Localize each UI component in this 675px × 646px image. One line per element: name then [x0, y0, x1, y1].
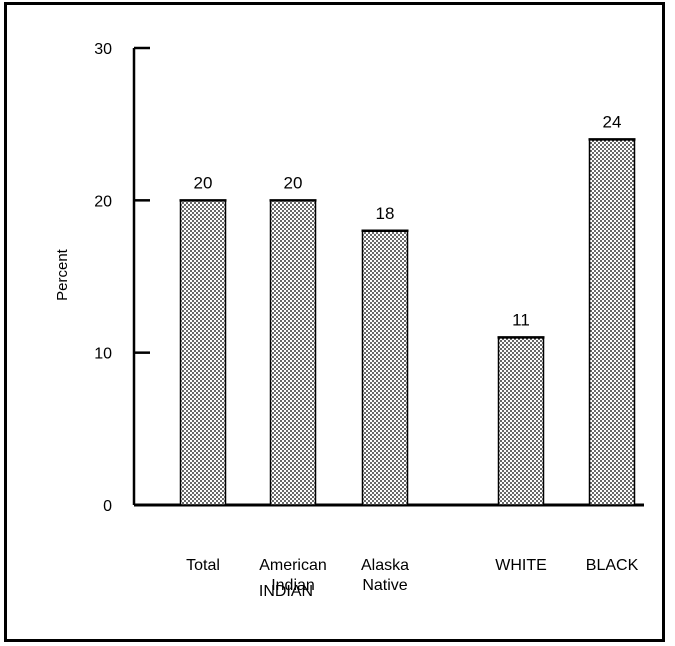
data-label: 24 [603, 112, 622, 131]
group-label-indian: INDIAN [259, 583, 313, 600]
bar [179, 199, 227, 506]
category-label: American [259, 557, 327, 574]
bar [361, 230, 409, 506]
data-label: 20 [284, 173, 303, 192]
y-axis-label: Percent [54, 248, 71, 301]
bar [588, 138, 636, 506]
category-label: Indian [271, 577, 315, 594]
category-label: Native [362, 577, 407, 594]
chart-frame [4, 2, 665, 642]
y-tick-label: 30 [94, 41, 112, 58]
category-label: Alaska [361, 557, 409, 574]
bar [269, 199, 317, 506]
y-tick-label: 0 [103, 498, 112, 515]
bar [497, 336, 545, 506]
y-tick-label: 20 [94, 193, 112, 210]
data-label: 11 [512, 310, 530, 329]
y-tick-label: 10 [94, 346, 112, 363]
data-label: 18 [376, 204, 395, 223]
category-label: BLACK [586, 557, 639, 574]
category-label: WHITE [495, 557, 547, 574]
data-label: 20 [194, 173, 213, 192]
category-label: Total [186, 557, 220, 574]
